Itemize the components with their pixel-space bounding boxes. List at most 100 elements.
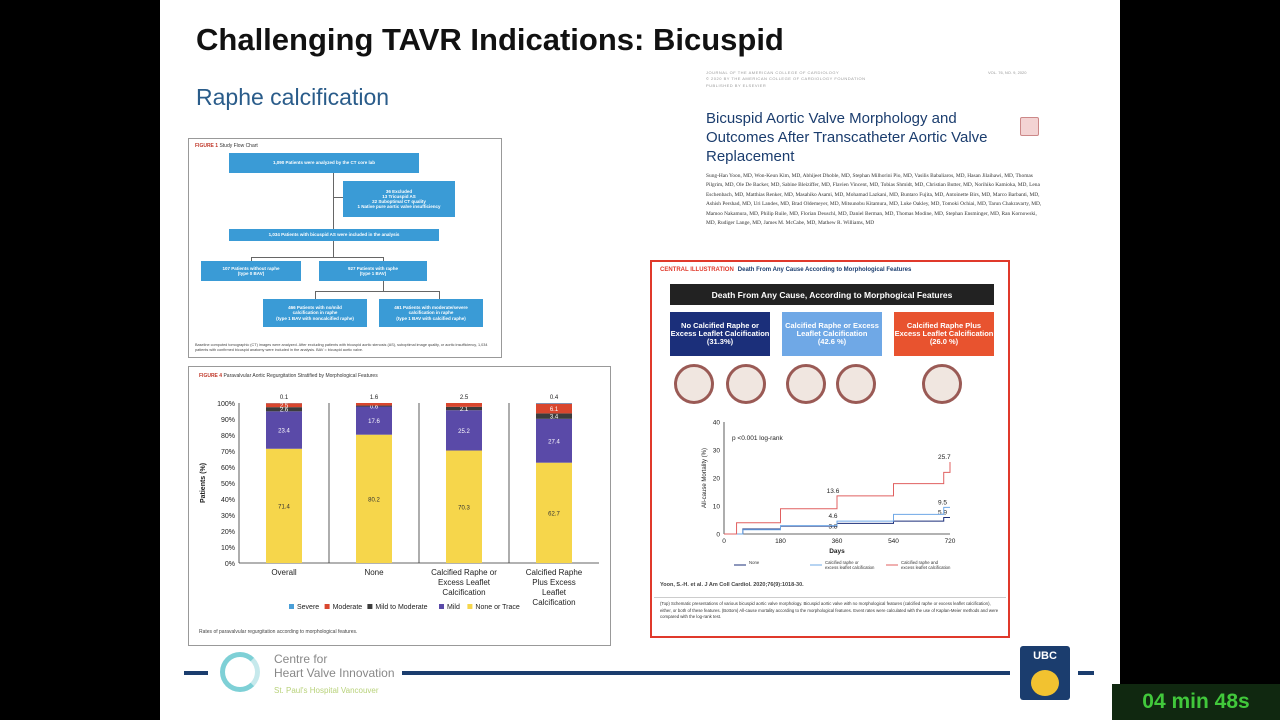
flow-box-moderate-severe-calcification: 461 Patients with moderate/severe calcif… <box>379 299 483 327</box>
curve-end-label: 25.7 <box>938 454 951 461</box>
curve-end-label: 9.5 <box>938 499 947 506</box>
presentation-slide: Challenging TAVR Indications: Bicuspid R… <box>160 0 1120 720</box>
valve-illustration <box>836 364 876 404</box>
legend-label: excess leaflet calcification <box>825 565 875 570</box>
valve-illustration <box>922 364 962 404</box>
bar-segment <box>536 413 572 419</box>
legend-label: Calcified raphe or <box>825 560 859 565</box>
bar-top-label: 2.5 <box>460 395 469 401</box>
bar-segment <box>266 411 302 449</box>
bar-value-label: 71.4 <box>278 504 290 510</box>
bar-segment <box>536 462 572 563</box>
flow-box-excluded: 36 Excluded 13 Tricuspid AS 22 Suboptima… <box>343 181 455 217</box>
bar-value-label: 2.1 <box>460 407 469 413</box>
paper-authors: Sung-Han Yoon, MD, Won-Keun Kim, MD, Abh… <box>706 173 1042 227</box>
bar-value-label: 27.4 <box>548 439 560 445</box>
valve-illustration <box>786 364 826 404</box>
bar-value-label: 62.7 <box>548 511 560 517</box>
y-tick-label: 20 <box>713 476 721 483</box>
central-illustration-banner: Death From Any Cause, According to Morph… <box>670 284 994 305</box>
bar-figure-header: FIGURE 4 Paravalvular Aortic Regurgitati… <box>199 373 378 379</box>
ubc-logo: UBC <box>1020 646 1070 700</box>
bar-segment <box>536 418 572 463</box>
flow-box-with-raphe: 927 Patients with raphe (type 1 BAV) <box>319 261 427 281</box>
chvi-logo-icon <box>220 652 260 692</box>
x-axis-title: Days <box>829 548 845 555</box>
category-calcified-or: Calcified Raphe or Excess Leaflet Calcif… <box>782 312 882 356</box>
legend-swatch <box>467 604 473 609</box>
sun-icon <box>1031 670 1059 696</box>
x-tick-label: 720 <box>945 538 956 545</box>
illustration-citation: Yoon, S.-H. et al. J Am Coll Cardiol. 20… <box>660 582 804 588</box>
legend-label: Mild to Moderate <box>375 604 427 611</box>
journal-header: JOURNAL OF THE AMERICAN COLLEGE OF CARDI… <box>706 70 866 89</box>
bar-segment <box>446 406 482 411</box>
bar-top-label: 1.6 <box>370 395 379 401</box>
y-tick-label: 60% <box>221 465 235 472</box>
bar-top-label: 0.4 <box>550 395 559 401</box>
y-tick-label: 30 <box>713 448 721 455</box>
legend-label: Moderate <box>333 604 363 611</box>
flow-connector <box>333 197 343 198</box>
legend-label: Mild <box>447 604 460 611</box>
study-flow-figure: FIGURE 1 Study Flow Chart 1,090 Patients… <box>188 138 502 358</box>
central-illustration-label: CENTRAL ILLUSTRATION <box>660 267 734 273</box>
bar-segment <box>266 448 302 563</box>
mortality-line-chart: 0 10 20 30 40 0 180 360 540 720 Days All-cause Mort… <box>702 420 956 571</box>
flow-connector <box>333 173 334 231</box>
flow-connector <box>383 281 384 291</box>
y-tick-label: 50% <box>221 481 235 488</box>
bar-segment <box>446 410 482 451</box>
bar-value-label: 23.4 <box>278 429 290 435</box>
curve-mid-label: 3.8 <box>828 523 837 530</box>
timer-overlay: 04 min 48s <box>1112 684 1280 720</box>
x-tick-label: Plus Excess <box>532 578 576 587</box>
x-tick-label: 360 <box>832 538 843 545</box>
bar-segment <box>356 403 392 406</box>
curve-mid-label: 13.6 <box>827 488 840 495</box>
bar-segment <box>356 406 392 435</box>
footer-rule <box>1078 671 1094 675</box>
bar-segment <box>356 405 392 407</box>
bar-value-label: 25.2 <box>458 429 470 435</box>
flow-figure-caption: Baseline computed tomographic (CT) image… <box>195 343 488 352</box>
bar-segment <box>266 407 302 412</box>
legend-swatch <box>289 604 294 609</box>
bar-segment <box>446 450 482 563</box>
p-value-annotation: p <0.001 log-rank <box>732 435 784 442</box>
legend-swatch <box>367 604 373 609</box>
y-tick-label: 30% <box>221 513 235 520</box>
flow-figure-heading: Study Flow Chart <box>219 143 258 149</box>
y-tick-label: 40% <box>221 497 235 504</box>
bar-value-label: 80.2 <box>368 497 380 503</box>
crossmark-icon <box>1020 117 1039 136</box>
y-tick-label: 10% <box>221 545 235 552</box>
org-line-1: Centre for <box>274 652 328 666</box>
journal-line: JOURNAL OF THE AMERICAN COLLEGE OF CARDI… <box>706 70 840 75</box>
bar-segment <box>446 403 482 407</box>
x-tick-label: Calcification <box>442 588 485 597</box>
bar-figure-caption: Rates of paravalvular regurgitation acco… <box>199 629 358 635</box>
x-tick-label: Excess Leaflet <box>438 578 491 587</box>
bar-segment <box>536 403 572 414</box>
legend-swatch <box>324 604 330 609</box>
bar-value-label: 70.3 <box>458 505 470 511</box>
bar-value-label: 3.4 <box>550 415 559 421</box>
bar-value-label: 2.6 <box>280 408 289 414</box>
bar-segment <box>356 434 392 563</box>
x-tick-label: Calcified Raphe <box>526 568 583 577</box>
slide-subtitle: Raphe calcification <box>196 84 390 110</box>
paravalvular-regurgitation-figure: FIGURE 4 Paravalvular Aortic Regurgitati… <box>188 366 611 646</box>
chvi-logo-text: Centre for Heart Valve Innovation <box>274 652 395 681</box>
y-tick-label: 70% <box>221 449 235 456</box>
legend-swatch <box>439 604 444 609</box>
y-tick-label: 0 <box>716 532 720 539</box>
y-tick-label: 10 <box>713 504 721 511</box>
legend-label: Severe <box>297 604 319 611</box>
footer-rule <box>402 671 1010 675</box>
flow-box-included: 1,034 Patients with bicuspid AS were inc… <box>229 229 439 241</box>
y-tick-label: 90% <box>221 417 235 424</box>
km-curve <box>724 506 950 535</box>
journal-line: PUBLISHED BY ELSEVIER <box>706 82 767 88</box>
illustration-description: (Top) Schematic presentations of various… <box>654 597 1006 624</box>
